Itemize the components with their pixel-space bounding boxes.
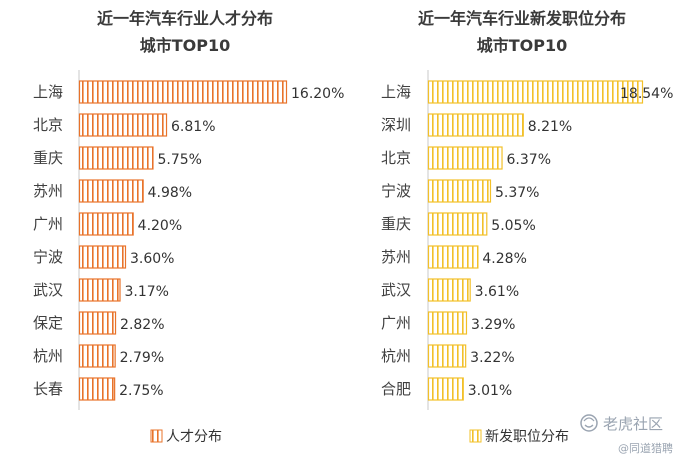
data-label: 3.01% [468,383,512,399]
bar [427,113,524,137]
chart-title-line-1: 近一年汽车行业新发职位分布 [418,9,626,28]
legend-swatch [150,429,163,443]
bar [78,344,116,368]
watermark-handle: @同道猎聘 [618,441,673,455]
chart-title-line-2: 城市TOP10 [140,36,231,55]
category-label: 上海 [33,83,63,101]
bar [427,344,467,368]
bar-series: 上海 16.20% 北京 6.81% 重庆 5.75% 苏州 4.98% 广州 4.20% 宁波 3.… [33,80,344,401]
bar [78,212,134,236]
data-label: 3.29% [471,317,515,333]
legend-label: 新发职位分布 [485,429,569,445]
bar [78,311,117,335]
chart-title-line-2: 城市TOP10 [477,36,568,55]
bar [78,80,288,104]
bar [78,377,116,401]
tiger-logo-icon [580,414,598,432]
data-label: 8.21% [528,119,572,135]
data-label: 6.81% [171,119,215,135]
chart-talent-distribution: 近一年汽车行业人才分布 城市TOP10 上海 16.20% 北京 6.81% 重庆 5.7… [33,9,344,445]
legend-swatch [469,429,482,443]
bar [427,311,468,335]
category-label: 苏州 [33,182,63,200]
bar [78,146,154,170]
data-label: 4.20% [138,218,182,234]
bar [78,113,168,137]
category-label: 宁波 [381,182,411,200]
bar [427,278,471,302]
bar-series: 上海 18.54% 深圳 8.21% 北京 6.37% 宁波 5.37% 重庆 5.05% 苏州 4.… [381,80,673,401]
category-label: 北京 [381,149,411,167]
bar [427,377,464,401]
category-label: 苏州 [381,248,411,266]
bar [427,179,492,203]
category-label: 武汉 [381,281,411,299]
watermark-brand: 老虎社区 [603,415,663,433]
data-label: 16.20% [291,86,344,102]
bar [427,80,644,104]
category-label: 武汉 [33,281,63,299]
data-label: 4.98% [148,185,192,201]
watermark: 老虎社区 @同道猎聘 [580,414,673,455]
bar [427,146,503,170]
data-label: 5.75% [157,152,201,168]
data-label: 2.79% [120,350,164,366]
category-label: 北京 [33,116,63,134]
legend: 新发职位分布 [469,429,569,445]
category-label: 杭州 [33,347,63,365]
category-label: 杭州 [381,347,411,365]
data-label: 3.22% [470,350,514,366]
bar [78,179,144,203]
bar [427,245,479,269]
legend: 人才分布 [150,429,222,445]
data-label: 5.05% [491,218,535,234]
data-label: 2.75% [119,383,163,399]
bar [78,245,127,269]
chart-title-line-1: 近一年汽车行业人才分布 [97,9,273,28]
data-label: 3.17% [125,284,169,300]
data-label: 6.37% [507,152,551,168]
category-label: 上海 [381,83,411,101]
data-label: 3.61% [475,284,519,300]
category-label: 宁波 [33,248,63,266]
data-label: 5.37% [495,185,539,201]
data-label: 18.54% [620,86,673,102]
category-label: 合肥 [381,380,411,398]
data-label: 3.60% [130,251,174,267]
category-label: 重庆 [33,149,63,167]
category-label: 广州 [33,215,63,233]
bar [427,212,488,236]
category-label: 广州 [381,314,411,332]
category-label: 重庆 [381,215,411,233]
data-label: 4.28% [482,251,526,267]
category-label: 保定 [33,314,63,332]
data-label: 2.82% [120,317,164,333]
chart-new-job-distribution: 近一年汽车行业新发职位分布 城市TOP10 上海 18.54% 深圳 8.21% 北京 6… [381,9,673,445]
category-label: 深圳 [381,116,411,134]
bar [78,278,121,302]
category-label: 长春 [33,380,63,398]
legend-label: 人才分布 [166,429,222,445]
